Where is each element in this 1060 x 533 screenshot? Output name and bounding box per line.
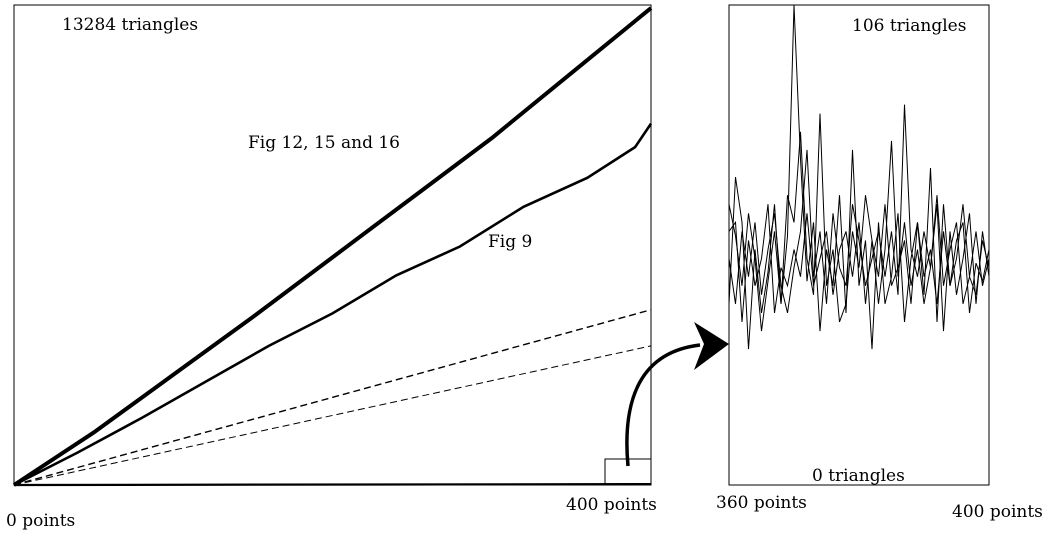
- main-plot-frame: [13, 4, 652, 486]
- inset-top-value-label: 106 triangles: [852, 16, 966, 36]
- main-series-line-2: [13, 122, 653, 487]
- main-series-line-4: [13, 345, 652, 486]
- inset-series-group: [728, 4, 990, 350]
- upper-curve-label: Fig 12, 15 and 16: [248, 133, 400, 153]
- main-series-group: [12, 6, 653, 487]
- zoom-arrow: [625, 343, 701, 467]
- inset-series-line-3: [728, 104, 990, 314]
- inset-plot-frame: [728, 4, 990, 486]
- zoom-arrow-head: [694, 322, 729, 370]
- inset-series-line-1: [728, 4, 990, 350]
- main-series-line-5: [13, 482, 652, 487]
- main-series-line-3: [13, 309, 652, 486]
- inset-x-tick-max: 400 points: [952, 502, 1043, 522]
- middle-curve-label: Fig 9: [488, 232, 532, 252]
- inset-x-tick-min: 360 points: [716, 493, 807, 513]
- main-series-line-1: [12, 6, 653, 487]
- main-x-tick-max: 400 points: [566, 495, 657, 515]
- main-x-tick-min: 0 points: [6, 511, 75, 531]
- inset-series-line-2: [728, 113, 990, 332]
- main-top-value-label: 13284 triangles: [62, 15, 198, 35]
- inset-series-line-4: [728, 204, 990, 323]
- inset-bottom-value-label: 0 triangles: [812, 466, 905, 486]
